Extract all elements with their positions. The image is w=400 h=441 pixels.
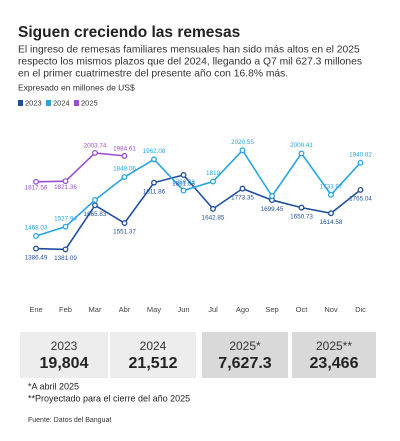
data-point — [269, 193, 275, 200]
series-line — [35, 149, 362, 237]
data-point — [180, 187, 187, 194]
source: Fuente: Datos del Banguat — [28, 417, 111, 424]
data-label: 1386.49 — [25, 254, 48, 261]
summary-box — [202, 332, 288, 378]
x-tick-label: Jun — [177, 305, 189, 314]
series-line — [35, 174, 361, 251]
legend-label: 2025 — [81, 98, 98, 107]
summary-box — [110, 332, 196, 378]
data-point — [239, 147, 246, 154]
legend-swatch — [46, 100, 51, 106]
unit-note: Expresado en millones de US$ — [18, 82, 135, 92]
data-label: 1733.97 — [320, 183, 343, 190]
legend-swatch — [18, 100, 23, 106]
data-label: 1760.83 — [172, 179, 195, 186]
data-label: 1381.09 — [54, 255, 77, 262]
summary-year: 2025** — [316, 339, 352, 353]
data-point — [92, 202, 98, 209]
x-tick-label: Ago — [236, 305, 249, 314]
data-label: 1861.53 — [172, 181, 195, 188]
data-label: 2020.55 — [231, 139, 254, 146]
x-tick-label: May — [147, 305, 161, 314]
x-tick-label: Sep — [265, 305, 278, 314]
summary-value: 7,627.3 — [218, 355, 271, 372]
data-point — [62, 223, 69, 230]
data-label: 1468.03 — [25, 225, 48, 232]
data-point — [298, 204, 305, 211]
data-point — [239, 185, 246, 192]
summary-year: 2024 — [140, 339, 167, 353]
data-label: 1940.82 — [349, 151, 372, 158]
data-point — [121, 174, 128, 181]
data-label: 1527.94 — [54, 215, 77, 222]
data-label: 1984.61 — [113, 146, 136, 153]
data-point — [210, 205, 216, 212]
subtitle: respecto los mismos plazos que del 2024,… — [18, 57, 362, 68]
data-label: 1765.04 — [349, 196, 372, 203]
data-point — [151, 156, 157, 163]
data-label: 2003.74 — [84, 143, 107, 150]
subtitle: en el primer cuatrimestre del presente a… — [18, 69, 288, 80]
summary-value: 21,512 — [129, 355, 178, 372]
data-point — [121, 152, 128, 159]
x-tick-label: Jul — [208, 305, 218, 314]
data-point — [357, 159, 364, 166]
x-tick-label: Nov — [324, 305, 338, 314]
data-point — [121, 220, 128, 226]
data-label: 1665.83 — [84, 211, 107, 218]
summary-box — [20, 332, 108, 378]
data-point — [180, 172, 187, 178]
x-tick-label: Ene — [29, 305, 42, 314]
data-point — [298, 150, 305, 157]
data-point — [328, 210, 334, 217]
data-label: 2000.41 — [290, 142, 313, 149]
data-point — [33, 233, 39, 239]
data-point — [33, 245, 39, 252]
summary-year: 2023 — [51, 339, 78, 353]
data-label: 1962.08 — [143, 148, 166, 155]
x-tick-label: Feb — [59, 305, 72, 314]
data-label: 1699.45 — [261, 206, 284, 213]
series-line — [35, 152, 125, 183]
data-label: 1817.56 — [25, 184, 48, 191]
summary-value: 19,804 — [40, 355, 89, 372]
data-point — [328, 191, 334, 198]
data-label: 1821.36 — [54, 184, 77, 191]
data-label: 1773.35 — [231, 194, 254, 201]
summary-year: 2025* — [229, 339, 261, 353]
subtitle: El ingreso de remesas familiares mensual… — [18, 45, 360, 56]
x-tick-label: Dic — [355, 305, 366, 314]
data-point — [151, 179, 157, 186]
data-label: 1642.85 — [202, 215, 225, 222]
x-tick-label: Mar — [89, 305, 102, 314]
summary-box — [292, 332, 376, 378]
data-label: 1848.06 — [113, 166, 136, 173]
x-tick-label: Abr — [119, 305, 131, 314]
legend-swatch — [74, 100, 79, 106]
data-point — [62, 246, 69, 253]
data-point — [92, 197, 98, 203]
legend-label: 2023 — [25, 98, 42, 107]
data-point — [62, 178, 69, 185]
x-tick-label: Oct — [296, 305, 309, 314]
data-point — [33, 178, 39, 185]
chart-title: Siguen creciendo las remesas — [18, 24, 240, 41]
data-label: 1614.58 — [320, 219, 343, 226]
legend-label: 2024 — [53, 98, 70, 107]
data-label: 1819 — [206, 170, 221, 177]
data-point — [357, 186, 364, 193]
data-label: 1811.86 — [143, 188, 166, 195]
footnote: **Proyectado para el cierre del año 2025 — [28, 393, 190, 403]
data-label: 1650.73 — [290, 213, 313, 220]
data-point — [92, 149, 98, 156]
footnote: *A abril 2025 — [28, 381, 79, 391]
data-point — [210, 178, 216, 185]
summary-value: 23,466 — [310, 355, 359, 372]
data-label: 1551.37 — [113, 229, 136, 236]
